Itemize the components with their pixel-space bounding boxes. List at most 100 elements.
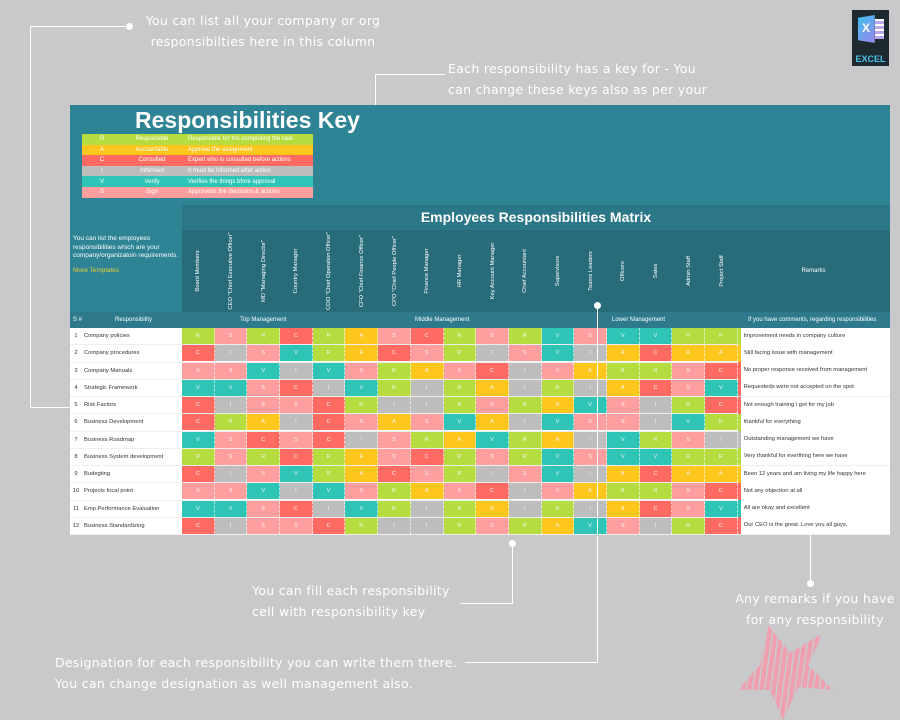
responsibility-cell[interactable]: R (443, 517, 477, 534)
responsibility-cell[interactable]: S (247, 517, 281, 534)
responsibility-cell[interactable]: S (214, 483, 248, 500)
responsibility-cell[interactable]: A (541, 397, 575, 414)
remark-cell[interactable]: Not enough training i got for my job (737, 396, 890, 414)
responsibility-cell[interactable]: I (574, 431, 607, 448)
responsibility-cell[interactable]: A (672, 466, 705, 483)
responsibility-cell[interactable]: V (672, 414, 705, 431)
remark-cell[interactable]: Not any objection at all (737, 482, 890, 500)
responsibility-cell[interactable]: S (443, 483, 477, 500)
responsibility-cell[interactable]: R (312, 466, 346, 483)
responsibility-cell[interactable]: C (705, 517, 738, 534)
responsibility-cell[interactable]: V (476, 431, 509, 448)
responsibility-cell[interactable]: S (247, 500, 281, 517)
remark-cell[interactable]: All are okay and excellent (737, 500, 890, 518)
responsibility-cell[interactable]: R (182, 448, 215, 465)
responsibility-cell[interactable]: V (280, 345, 313, 362)
responsibility-cell[interactable]: C (312, 397, 346, 414)
remark-cell[interactable]: Improvement needs in company culture (737, 327, 890, 345)
responsibility-cell[interactable]: A (345, 466, 379, 483)
responsibility-cell[interactable]: S (247, 397, 281, 414)
responsibility-cell[interactable]: I (410, 397, 444, 414)
responsibility-cell[interactable]: C (639, 345, 673, 362)
responsibility-cell[interactable]: C (476, 483, 509, 500)
responsibility-cell[interactable]: C (410, 448, 444, 465)
responsibility-name[interactable]: Budegting (84, 471, 111, 478)
responsibility-cell[interactable]: S (214, 328, 248, 345)
responsibility-cell[interactable]: R (443, 500, 477, 517)
responsibility-cell[interactable]: S (541, 483, 575, 500)
responsibility-cell[interactable]: R (182, 328, 215, 345)
responsibility-cell[interactable]: C (639, 379, 673, 396)
responsibility-cell[interactable]: R (672, 448, 705, 465)
responsibility-cell[interactable]: I (410, 500, 444, 517)
responsibility-cell[interactable]: V (214, 500, 248, 517)
responsibility-cell[interactable]: R (508, 448, 542, 465)
responsibility-cell[interactable]: S (606, 414, 640, 431)
responsibility-cell[interactable]: C (312, 431, 346, 448)
responsibility-cell[interactable]: I (574, 345, 607, 362)
responsibility-cell[interactable]: I (574, 500, 607, 517)
responsibility-cell[interactable]: S (476, 448, 509, 465)
responsibility-cell[interactable]: I (312, 500, 346, 517)
responsibility-cell[interactable]: V (247, 362, 281, 379)
responsibility-cell[interactable]: C (378, 345, 411, 362)
responsibility-name[interactable]: Business Roadmap (84, 436, 135, 443)
responsibility-cell[interactable]: C (182, 345, 215, 362)
responsibility-cell[interactable]: V (182, 500, 215, 517)
responsibility-cell[interactable]: I (410, 379, 444, 396)
responsibility-name[interactable]: Projects focal point (84, 488, 133, 495)
responsibility-name[interactable]: Business Standardizing (84, 522, 145, 529)
responsibility-cell[interactable]: R (606, 362, 640, 379)
responsibility-cell[interactable]: R (410, 431, 444, 448)
responsibility-cell[interactable]: C (280, 379, 313, 396)
responsibility-name[interactable]: Emp Performance Evaluation (84, 505, 160, 512)
responsibility-cell[interactable]: R (508, 328, 542, 345)
responsibility-cell[interactable]: I (214, 345, 248, 362)
responsibility-cell[interactable]: C (280, 328, 313, 345)
responsibility-cell[interactable]: S (574, 448, 607, 465)
responsibility-cell[interactable]: R (639, 362, 673, 379)
responsibility-cell[interactable]: A (443, 431, 477, 448)
responsibility-cell[interactable]: S (606, 397, 640, 414)
responsibility-cell[interactable]: S (214, 448, 248, 465)
responsibility-cell[interactable]: C (705, 483, 738, 500)
responsibility-cell[interactable]: R (672, 397, 705, 414)
responsibility-name[interactable]: Business Development (84, 419, 144, 426)
responsibility-cell[interactable]: V (182, 379, 215, 396)
responsibility-cell[interactable]: R (312, 328, 346, 345)
responsibility-cell[interactable]: R (345, 397, 379, 414)
responsibility-cell[interactable]: C (410, 328, 444, 345)
responsibility-cell[interactable]: I (410, 517, 444, 534)
responsibility-cell[interactable]: V (247, 483, 281, 500)
responsibility-cell[interactable]: I (574, 379, 607, 396)
responsibility-cell[interactable]: I (476, 466, 509, 483)
responsibility-cell[interactable]: I (378, 397, 411, 414)
responsibility-cell[interactable]: S (280, 431, 313, 448)
responsibility-cell[interactable]: C (280, 448, 313, 465)
responsibility-cell[interactable]: I (214, 397, 248, 414)
responsibility-cell[interactable]: I (508, 500, 542, 517)
responsibility-cell[interactable]: A (672, 345, 705, 362)
responsibility-cell[interactable]: R (443, 345, 477, 362)
responsibility-cell[interactable]: A (574, 362, 607, 379)
more-templates-link[interactable]: More Templates (73, 266, 120, 274)
responsibility-cell[interactable]: V (443, 414, 477, 431)
responsibility-cell[interactable]: S (214, 431, 248, 448)
responsibility-cell[interactable]: R (247, 448, 281, 465)
responsibility-name[interactable]: Company policies (84, 333, 130, 340)
responsibility-cell[interactable]: R (443, 397, 477, 414)
responsibility-cell[interactable]: I (214, 517, 248, 534)
responsibility-cell[interactable]: A (705, 466, 738, 483)
responsibility-cell[interactable]: S (508, 466, 542, 483)
responsibility-cell[interactable]: I (705, 431, 738, 448)
responsibility-cell[interactable]: A (247, 414, 281, 431)
responsibility-cell[interactable]: R (312, 448, 346, 465)
responsibility-cell[interactable]: C (182, 466, 215, 483)
responsibility-cell[interactable]: S (410, 414, 444, 431)
responsibility-cell[interactable]: R (378, 500, 411, 517)
responsibility-cell[interactable]: C (312, 414, 346, 431)
responsibility-cell[interactable]: R (672, 328, 705, 345)
responsibility-cell[interactable]: S (182, 362, 215, 379)
responsibility-cell[interactable]: S (410, 345, 444, 362)
responsibility-cell[interactable]: C (378, 466, 411, 483)
